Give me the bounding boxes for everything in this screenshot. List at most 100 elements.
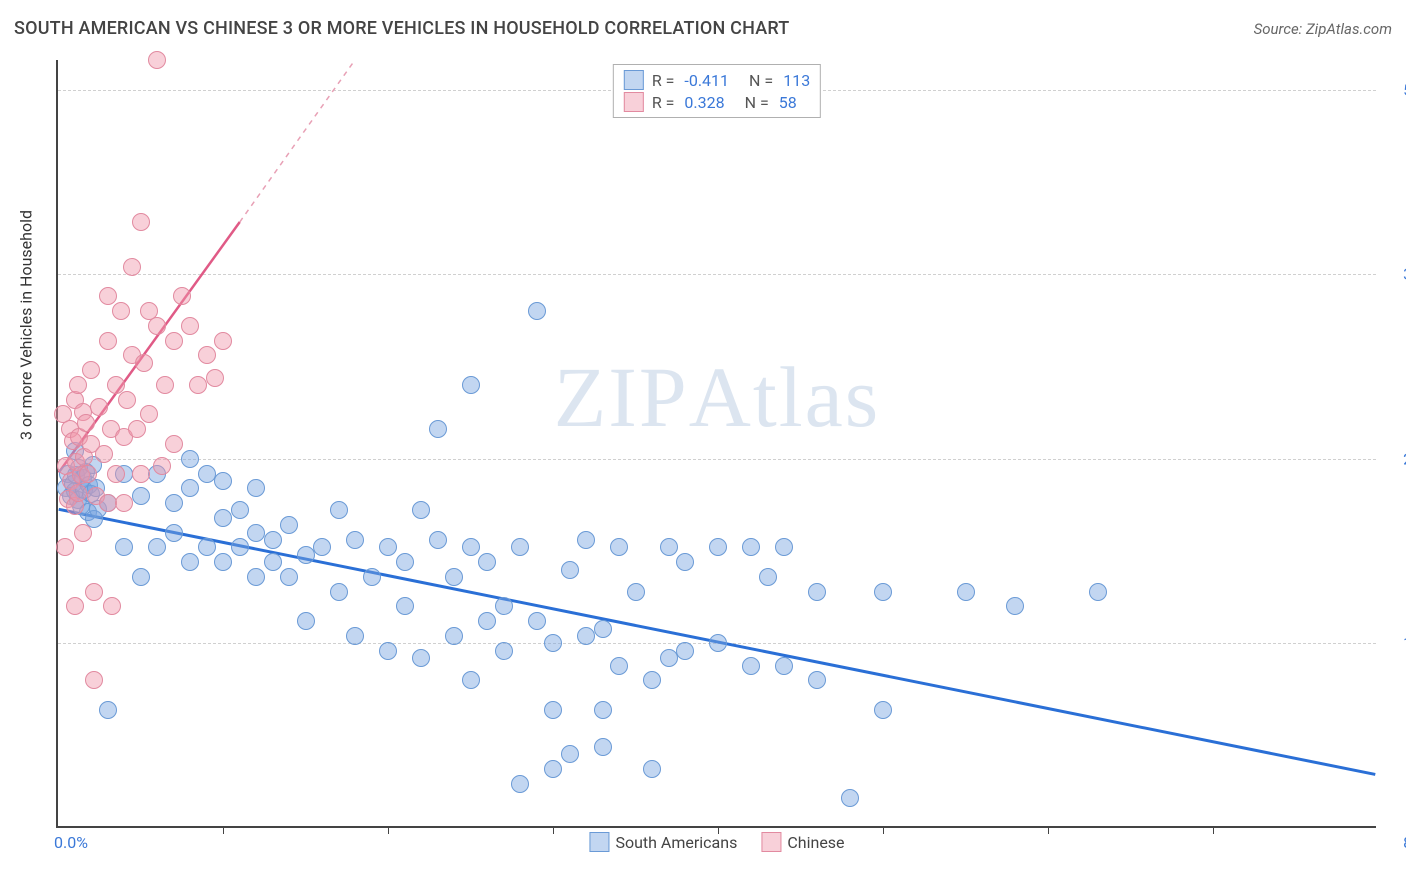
- data-point-chinese: [140, 405, 158, 423]
- series-name: South Americans: [615, 833, 737, 852]
- data-point-south-american: [957, 583, 975, 601]
- data-point-chinese: [148, 51, 166, 69]
- data-point-south-american: [148, 538, 166, 556]
- data-point-south-american: [132, 568, 150, 586]
- legend-n-value: 113: [783, 71, 810, 90]
- data-point-chinese: [198, 346, 216, 364]
- data-point-south-american: [231, 538, 249, 556]
- data-point-south-american: [610, 538, 628, 556]
- x-tick: [1213, 826, 1214, 834]
- data-point-south-american: [808, 583, 826, 601]
- legend-swatch: [761, 832, 781, 852]
- data-point-south-american: [330, 501, 348, 519]
- data-point-south-american: [544, 701, 562, 719]
- data-point-chinese: [56, 538, 74, 556]
- legend-swatch: [624, 70, 644, 90]
- data-point-south-american: [379, 642, 397, 660]
- data-point-south-american: [709, 538, 727, 556]
- correlation-legend: R =-0.411N =113R =0.328N =58: [613, 64, 821, 118]
- data-point-chinese: [132, 213, 150, 231]
- data-point-south-american: [165, 494, 183, 512]
- data-point-south-american: [561, 561, 579, 579]
- data-point-south-american: [577, 531, 595, 549]
- data-point-south-american: [99, 701, 117, 719]
- data-point-chinese: [189, 376, 207, 394]
- data-point-south-american: [775, 657, 793, 675]
- x-axis-origin-label: 0.0%: [54, 833, 88, 852]
- data-point-south-american: [181, 553, 199, 571]
- data-point-chinese: [118, 391, 136, 409]
- data-point-south-american: [412, 501, 430, 519]
- x-tick: [718, 826, 719, 834]
- data-point-south-american: [115, 538, 133, 556]
- data-point-south-american: [214, 509, 232, 527]
- data-point-south-american: [808, 671, 826, 689]
- data-point-south-american: [132, 487, 150, 505]
- data-point-south-american: [429, 420, 447, 438]
- data-point-chinese: [173, 287, 191, 305]
- data-point-south-american: [709, 634, 727, 652]
- data-point-south-american: [874, 583, 892, 601]
- data-point-south-american: [528, 612, 546, 630]
- data-point-south-american: [445, 568, 463, 586]
- data-point-south-american: [528, 302, 546, 320]
- data-point-south-american: [1006, 597, 1024, 615]
- data-point-south-american: [181, 450, 199, 468]
- legend-n-label: N =: [749, 71, 773, 90]
- y-tick-label: 12.5%: [1384, 634, 1406, 653]
- data-point-south-american: [561, 745, 579, 763]
- data-point-south-american: [495, 642, 513, 660]
- data-point-south-american: [264, 553, 282, 571]
- data-point-south-american: [462, 538, 480, 556]
- data-point-south-american: [759, 568, 777, 586]
- trend-lines: [58, 60, 1376, 826]
- data-point-chinese: [128, 420, 146, 438]
- data-point-south-american: [577, 627, 595, 645]
- data-point-chinese: [99, 494, 117, 512]
- data-point-south-american: [231, 501, 249, 519]
- data-point-south-american: [363, 568, 381, 586]
- trend-line: [240, 60, 355, 222]
- data-point-chinese: [135, 354, 153, 372]
- data-point-chinese: [69, 376, 87, 394]
- series-legend-item: South Americans: [589, 832, 737, 852]
- data-point-chinese: [85, 583, 103, 601]
- data-point-chinese: [90, 398, 108, 416]
- y-tick-label: 50.0%: [1384, 80, 1406, 99]
- chart-title: SOUTH AMERICAN VS CHINESE 3 OR MORE VEHI…: [14, 18, 789, 39]
- data-point-chinese: [107, 465, 125, 483]
- legend-r-label: R =: [652, 71, 675, 90]
- data-point-south-american: [214, 472, 232, 490]
- data-point-chinese: [181, 317, 199, 335]
- data-point-south-american: [280, 568, 298, 586]
- x-tick: [553, 826, 554, 834]
- data-point-south-american: [511, 775, 529, 793]
- data-point-south-american: [775, 538, 793, 556]
- data-point-south-american: [396, 553, 414, 571]
- data-point-south-american: [874, 701, 892, 719]
- data-point-south-american: [165, 524, 183, 542]
- data-point-chinese: [95, 445, 113, 463]
- data-point-chinese: [112, 302, 130, 320]
- data-point-south-american: [462, 671, 480, 689]
- data-point-south-american: [396, 597, 414, 615]
- data-point-chinese: [85, 671, 103, 689]
- data-point-chinese: [99, 332, 117, 350]
- x-tick: [883, 826, 884, 834]
- data-point-south-american: [379, 538, 397, 556]
- data-point-south-american: [643, 671, 661, 689]
- data-point-south-american: [495, 597, 513, 615]
- x-tick: [1048, 826, 1049, 834]
- data-point-chinese: [99, 287, 117, 305]
- data-point-chinese: [214, 332, 232, 350]
- data-point-south-american: [247, 524, 265, 542]
- data-point-south-american: [181, 479, 199, 497]
- data-point-chinese: [153, 457, 171, 475]
- data-point-south-american: [511, 538, 529, 556]
- data-point-south-american: [643, 760, 661, 778]
- data-point-south-american: [247, 479, 265, 497]
- data-point-chinese: [77, 414, 95, 432]
- legend-n-label: N =: [745, 93, 769, 112]
- data-point-chinese: [156, 376, 174, 394]
- legend-swatch: [624, 92, 644, 112]
